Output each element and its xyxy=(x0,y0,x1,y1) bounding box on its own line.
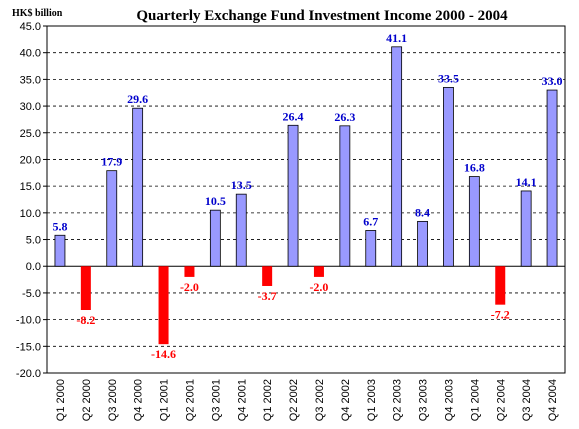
unit-label: HK$ billion xyxy=(12,8,63,19)
y-tick-label: 10.0 xyxy=(20,208,41,220)
bar xyxy=(520,190,532,267)
bar xyxy=(54,234,66,267)
data-label: -7.2 xyxy=(491,308,510,322)
bar xyxy=(546,89,558,267)
y-tick-label: 25.0 xyxy=(20,128,41,140)
data-label: -14.6 xyxy=(151,347,176,361)
x-tick-label: Q1 2001 xyxy=(159,379,171,421)
data-label: 8.4 xyxy=(415,205,430,219)
bar xyxy=(80,266,91,311)
x-tick-label: Q4 2004 xyxy=(547,379,559,421)
bar xyxy=(287,124,299,267)
data-label: 29.6 xyxy=(127,92,148,106)
bar xyxy=(262,266,273,286)
x-tick-label: Q3 2000 xyxy=(107,379,119,421)
bar xyxy=(468,176,480,267)
y-tick-label: 5.0 xyxy=(26,235,41,247)
data-label: 26.4 xyxy=(283,109,304,123)
x-tick-label: Q2 2003 xyxy=(392,379,404,421)
x-axis-ticks: Q1 2000 Q2 2000 Q3 2000 Q4 2000 Q1 2001 Q2 20… xyxy=(55,379,559,421)
data-label: -8.2 xyxy=(76,313,95,327)
bar xyxy=(417,220,428,267)
gridlines xyxy=(47,25,565,374)
y-tick-label: 30.0 xyxy=(20,101,41,113)
bar xyxy=(391,46,403,267)
data-label: -2.0 xyxy=(180,280,199,294)
x-tick-label: Q4 2003 xyxy=(443,379,455,421)
data-label: -2.0 xyxy=(309,280,328,294)
bar xyxy=(313,266,324,277)
x-tick-label: Q3 2004 xyxy=(521,379,533,421)
y-tick-label: -15.0 xyxy=(16,341,41,353)
data-label: 6.7 xyxy=(363,214,378,228)
x-tick-label: Q1 2004 xyxy=(469,379,481,421)
x-tick-label: Q4 2002 xyxy=(340,379,352,421)
bar xyxy=(339,125,351,267)
x-tick-label: Q3 2001 xyxy=(210,379,222,421)
data-label: 17.9 xyxy=(101,155,122,169)
x-tick-label: Q1 2003 xyxy=(366,379,378,421)
bar xyxy=(495,266,506,305)
y-tick-label: 40.0 xyxy=(20,48,41,60)
data-label: 41.1 xyxy=(386,31,407,45)
data-label: 5.8 xyxy=(52,219,67,233)
chart-title: Quarterly Exchange Fund Investment Incom… xyxy=(136,8,508,24)
x-tick-label: Q2 2000 xyxy=(81,379,93,421)
data-label: 33.0 xyxy=(542,74,563,88)
bar xyxy=(235,193,247,267)
x-tick-label: Q3 2003 xyxy=(418,379,430,421)
data-label: 14.1 xyxy=(516,175,537,189)
bar xyxy=(209,209,221,267)
x-tick-label: Q4 2000 xyxy=(133,379,145,421)
x-tick-label: Q2 2004 xyxy=(495,379,507,421)
y-tick-label: 15.0 xyxy=(20,181,41,193)
bar xyxy=(443,86,454,267)
data-label: -3.7 xyxy=(258,289,277,303)
x-tick-label: Q4 2001 xyxy=(236,379,248,421)
x-tick-label: Q1 2000 xyxy=(55,379,67,421)
data-label: 26.3 xyxy=(334,110,355,124)
bar xyxy=(158,266,169,345)
y-tick-label: 45.0 xyxy=(20,21,41,33)
bars xyxy=(54,46,558,345)
bar xyxy=(365,230,377,267)
y-tick-label: -20.0 xyxy=(16,368,41,380)
x-tick-label: Q3 2002 xyxy=(314,379,326,421)
x-tick-label: Q2 2002 xyxy=(288,379,300,421)
plot-frame xyxy=(46,25,566,374)
y-tick-label: 0.0 xyxy=(26,261,41,273)
data-label: 16.8 xyxy=(464,161,485,175)
y-axis-ticks: 45.0 40.0 35.0 30.0 25.0 20.0 15.0 10.0 5.0 0.0 -5… xyxy=(16,21,47,380)
x-tick-label: Q1 2002 xyxy=(262,379,274,421)
data-label: 13.5 xyxy=(231,178,252,192)
y-tick-label: 35.0 xyxy=(20,74,41,86)
data-label: 10.5 xyxy=(205,194,226,208)
bar xyxy=(106,170,118,267)
bar xyxy=(132,107,144,267)
y-tick-label: 20.0 xyxy=(20,154,41,166)
data-label: 33.5 xyxy=(438,71,459,85)
y-tick-label: -10.0 xyxy=(16,315,41,327)
y-tick-label: -5.0 xyxy=(22,288,41,300)
x-tick-label: Q2 2001 xyxy=(184,379,196,421)
data-labels: 5.8 -8.2 17.9 29.6 -14.6 -2.0 10.5 13.5 -3.7 26.4… xyxy=(52,31,562,361)
bar xyxy=(184,266,195,277)
